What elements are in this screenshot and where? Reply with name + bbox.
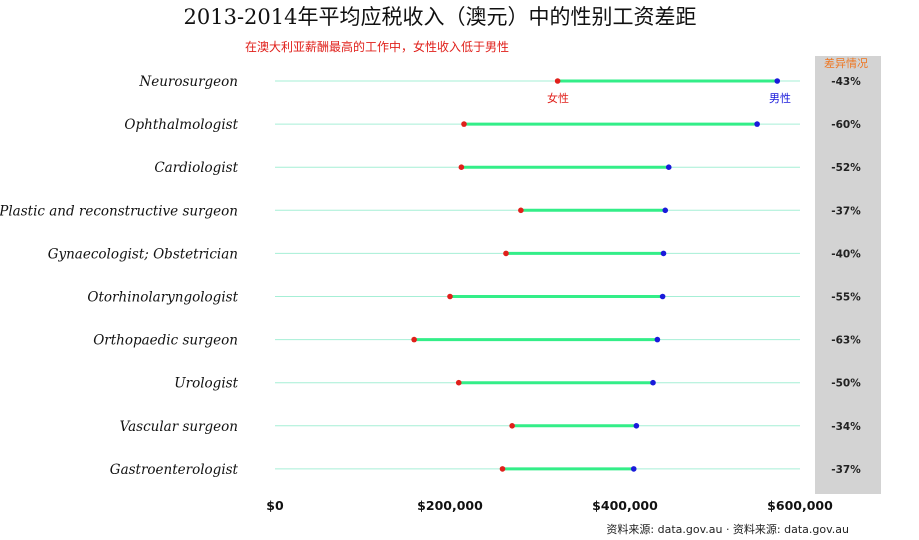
female-point <box>518 207 524 214</box>
male-point <box>665 164 672 170</box>
female-point <box>411 336 417 343</box>
category-label: Vascular surgeon <box>120 419 238 435</box>
male-point <box>659 293 666 300</box>
female-point <box>554 78 561 84</box>
chart-subtitle: 在澳大利亚薪酬最高的工作中，女性收入低于男性 <box>245 39 509 54</box>
gap-label: -37% <box>831 464 861 476</box>
chart-title: 2013-2014年平均应税收入（澳元）中的性别工资差距 <box>184 5 697 29</box>
category-label: Urologist <box>174 376 238 392</box>
gap-label: -43% <box>831 76 861 88</box>
category-label: Cardiologist <box>154 160 238 176</box>
male-point <box>650 379 656 386</box>
male-point <box>654 336 661 343</box>
category-label: Otorhinolaryngologist <box>87 290 238 306</box>
male-point <box>774 78 781 84</box>
gap-label: -50% <box>831 378 861 390</box>
male-point <box>662 207 669 214</box>
female-point <box>455 379 462 386</box>
x-tick-label: $600,000 <box>767 498 833 513</box>
male-point <box>633 423 640 429</box>
category-label: Gynaecologist; Obstetrician <box>48 246 238 262</box>
x-axis-ticks: $0 $200,000 $400,000 $600,000 <box>266 498 833 513</box>
gap-label: -34% <box>831 421 861 433</box>
male-point <box>660 250 667 257</box>
gap-label: -55% <box>831 292 861 304</box>
female-points <box>411 78 561 472</box>
female-point <box>509 423 515 429</box>
source-note: 资料来源: data.gov.au · 资料来源: data.gov.au <box>606 522 849 536</box>
gap-label: -52% <box>831 162 861 174</box>
male-point <box>754 121 760 127</box>
x-tick-label: $200,000 <box>417 498 483 513</box>
gridlines <box>275 80 800 470</box>
female-point <box>499 466 506 472</box>
gap-label: -63% <box>831 335 861 347</box>
category-labels: Neurosurgeon Ophthalmologist Cardiologist P… <box>0 74 239 478</box>
female-point <box>447 293 453 300</box>
category-label: Gastroenterologist <box>110 462 239 478</box>
category-label: Neurosurgeon <box>138 74 238 90</box>
x-tick-label: $400,000 <box>592 498 658 513</box>
category-label: Ophthalmologist <box>124 117 238 133</box>
female-point <box>461 121 467 127</box>
category-label: Plastic and reconstructive surgeon <box>0 203 238 219</box>
female-point <box>503 250 509 257</box>
dumbbell-segments <box>414 79 778 471</box>
x-tick-label: $0 <box>266 498 284 513</box>
gap-label: -40% <box>831 248 861 260</box>
male-point <box>630 466 637 472</box>
gap-labels: -43% -60% -52% -37% -40% -55% -63% -50% -34% -37% <box>831 76 861 476</box>
gap-header: 差异情况 <box>824 56 868 70</box>
gap-label: -60% <box>831 119 861 131</box>
gap-label: -37% <box>831 205 861 217</box>
male-points <box>630 78 781 472</box>
female-annotation: 女性 <box>547 91 569 105</box>
gap-panel <box>815 56 881 494</box>
male-annotation: 男性 <box>769 91 791 105</box>
category-label: Orthopaedic surgeon <box>93 333 238 349</box>
female-point <box>458 164 465 170</box>
